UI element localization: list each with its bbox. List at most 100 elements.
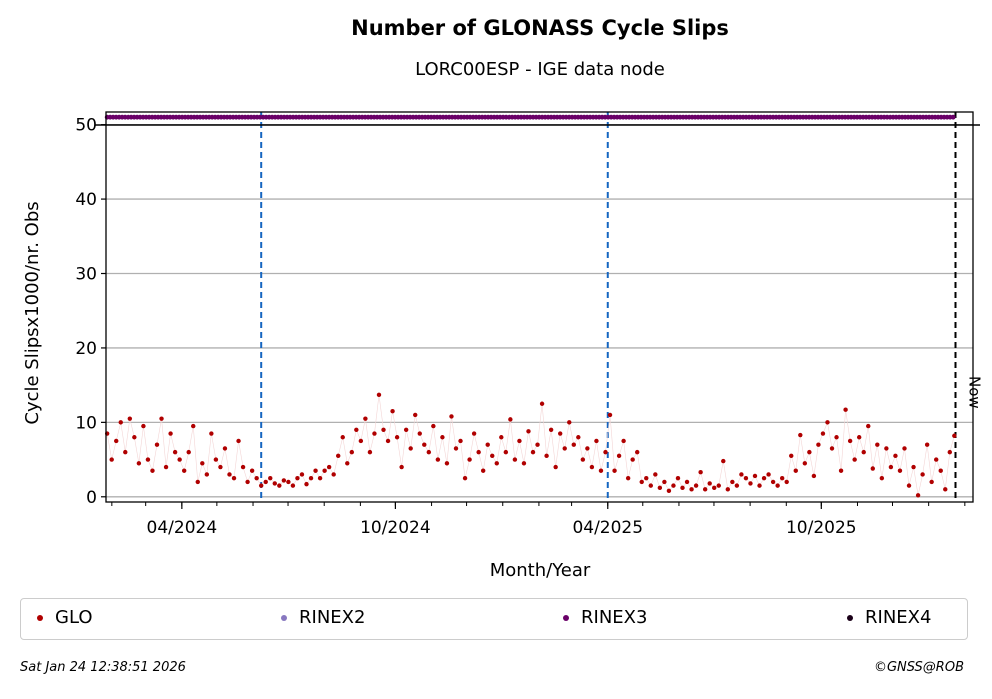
glo-data-point — [644, 475, 649, 481]
glo-data-point — [136, 461, 142, 466]
glo-data-point — [245, 479, 250, 485]
glo-data-point — [376, 392, 382, 398]
glo-data-point — [770, 479, 776, 485]
glo-data-point — [816, 442, 821, 447]
glo-data-point — [381, 427, 386, 433]
glo-data-point — [938, 468, 943, 473]
legend-item-rinex2: RINEX2 — [281, 607, 365, 628]
glo-data-point — [163, 464, 169, 470]
x-tick-label: 10/2025 — [786, 518, 857, 538]
glo-data-point — [435, 457, 441, 462]
glo-data-point — [653, 472, 658, 477]
glo-data-point — [191, 423, 196, 429]
y-tick-label: 10 — [75, 413, 97, 433]
glo-data-point — [779, 475, 785, 481]
glo-data-point — [417, 431, 422, 436]
glo-data-point — [897, 468, 903, 473]
glo-data-point — [340, 435, 345, 440]
glo-data-point — [589, 464, 595, 470]
glo-data-point — [693, 483, 699, 488]
glo-data-point — [268, 475, 273, 481]
glo-data-point — [390, 408, 395, 414]
timestamp: Sat Jan 24 12:38:51 2026 — [20, 660, 186, 675]
glo-data-point — [467, 457, 472, 462]
glo-data-point — [490, 453, 495, 459]
glo-data-point — [734, 483, 740, 488]
glo-data-point — [322, 468, 327, 473]
glo-data-point — [200, 461, 205, 466]
glo-data-point — [449, 414, 454, 419]
glo-data-point — [553, 464, 558, 470]
glo-data-point — [943, 487, 948, 492]
glo-data-point — [209, 431, 214, 436]
glo-data-point — [911, 464, 916, 470]
glo-data-point — [748, 481, 753, 486]
glo-data-point — [807, 449, 812, 455]
glo-data-point — [141, 423, 146, 429]
glo-data-point — [707, 481, 712, 486]
glo-data-point — [716, 483, 721, 488]
legend-item-rinex4: RINEX4 — [847, 607, 931, 628]
glo-data-point — [639, 479, 644, 485]
glo-data-point — [861, 449, 866, 455]
glo-data-point — [150, 468, 155, 473]
glo-data-point — [856, 435, 862, 440]
glo-data-point — [666, 488, 672, 494]
glo-data-point — [218, 464, 223, 470]
glo-data-point — [132, 435, 137, 440]
glo-data-point — [281, 478, 287, 483]
glo-data-point — [557, 431, 563, 436]
glo-data-point — [195, 479, 200, 485]
glo-data-point — [394, 435, 400, 440]
credit: ©GNSS@ROB — [873, 660, 964, 675]
legend: GLO RINEX2 RINEX3 RINEX4 — [20, 598, 968, 640]
glo-data-point — [485, 442, 490, 447]
glo-data-point — [480, 468, 486, 473]
glo-data-point — [453, 446, 459, 451]
glo-data-point — [172, 449, 178, 455]
glo-data-point — [870, 466, 875, 471]
glo-data-point — [571, 442, 576, 447]
now-label: Now — [965, 376, 983, 409]
glo-data-point — [494, 461, 499, 466]
glo-data-point — [852, 457, 857, 462]
glo-data-point — [576, 435, 581, 440]
chart-title: Number of GLONASS Cycle Slips — [351, 16, 729, 40]
glo-data-point — [607, 412, 613, 418]
glo-data-point — [843, 407, 848, 412]
glo-data-point — [345, 461, 350, 466]
glo-data-point — [671, 483, 676, 488]
glo-data-point — [789, 453, 794, 459]
glo-data-point — [440, 435, 445, 440]
axes-frame — [105, 111, 974, 503]
glo-data-point — [761, 475, 767, 481]
glo-data-point — [775, 483, 780, 488]
glo-data-point — [290, 483, 296, 488]
y-tick-label: 0 — [86, 488, 97, 508]
glo-data-point — [648, 483, 654, 488]
glo-data-point — [585, 446, 590, 451]
glo-data-point — [471, 431, 477, 436]
glo-data-point — [929, 479, 934, 485]
glo-marker-icon — [37, 614, 43, 621]
glo-data-point — [336, 453, 341, 459]
glo-data-point — [363, 416, 368, 421]
y-tick-label: 30 — [75, 265, 97, 285]
glo-data-point — [308, 475, 314, 481]
glo-data-point — [231, 475, 237, 481]
glo-data-point — [902, 446, 907, 451]
glo-data-point — [222, 446, 228, 451]
glo-data-point — [934, 457, 939, 462]
rinex2-marker-icon — [281, 614, 287, 621]
y-tick-label: 40 — [75, 190, 97, 210]
glo-data-point — [657, 485, 663, 491]
glo-data-point — [254, 475, 259, 481]
glo-data-point — [798, 432, 803, 438]
glo-data-point — [521, 461, 527, 466]
glo-data-point — [866, 423, 871, 429]
glo-data-point — [422, 442, 427, 447]
glo-data-point — [109, 457, 114, 462]
glo-data-point — [802, 461, 808, 466]
rinex3-data-point — [950, 114, 956, 120]
